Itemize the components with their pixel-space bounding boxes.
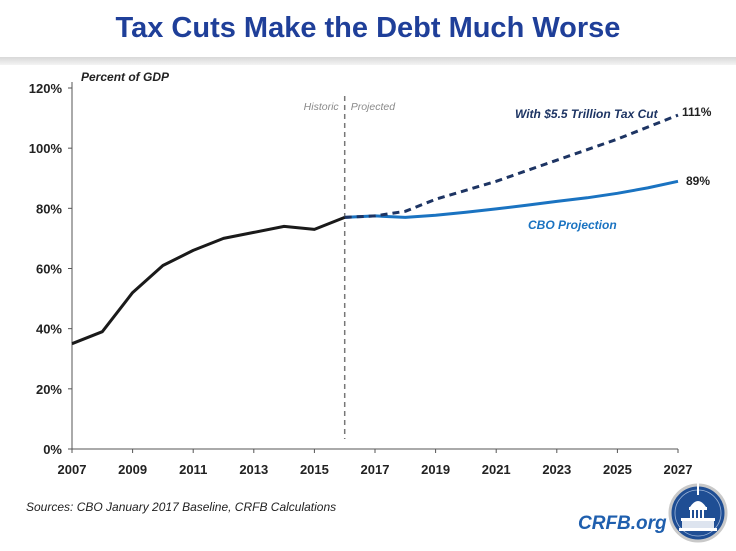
title-divider [0, 57, 736, 65]
tax-cut-end-value: 111% [682, 105, 712, 119]
x-tick-label: 2007 [58, 462, 87, 477]
y-tick-label: 20% [36, 382, 62, 397]
source-note: Sources: CBO January 2017 Baseline, CRFB… [26, 500, 337, 514]
brand-link[interactable]: CRFB.org [578, 513, 667, 534]
cbo-projection-end-value: 89% [686, 174, 710, 188]
x-tick-label: 2027 [664, 462, 693, 477]
y-tick-label: 80% [36, 201, 62, 216]
x-tick-label: 2025 [603, 462, 632, 477]
y-tick-label: 40% [36, 322, 62, 337]
series-line-historic [71, 216, 346, 346]
x-tick-label: 2023 [542, 462, 571, 477]
tax-cut-label: With $5.5 Trillion Tax Cut [515, 107, 659, 121]
x-tick-label: 2011 [179, 462, 207, 477]
y-tick-label: 100% [29, 141, 63, 156]
x-tick-label: 2019 [421, 462, 450, 477]
series-line-cbo-projection [344, 179, 679, 219]
x-tick-label: 2015 [300, 462, 329, 477]
cbo-projection-label: CBO Projection [528, 218, 617, 232]
x-tick-label: 2017 [361, 462, 390, 477]
x-tick-label: 2013 [239, 462, 268, 477]
page-title: Tax Cuts Make the Debt Much Worse [115, 12, 621, 44]
y-axis-title: Percent of GDP [81, 70, 170, 84]
crfb-capitol-logo-icon [668, 483, 728, 543]
x-tick-label: 2021 [482, 462, 511, 477]
y-tick-label: 60% [36, 262, 62, 277]
projected-label: Projected [351, 101, 397, 113]
historic-label: Historic [304, 101, 340, 113]
y-tick-label: 0% [43, 442, 62, 457]
series-line-with-5-5-trillion-tax-cut [344, 113, 679, 219]
x-tick-label: 2009 [118, 462, 147, 477]
y-tick-label: 120% [29, 81, 63, 96]
